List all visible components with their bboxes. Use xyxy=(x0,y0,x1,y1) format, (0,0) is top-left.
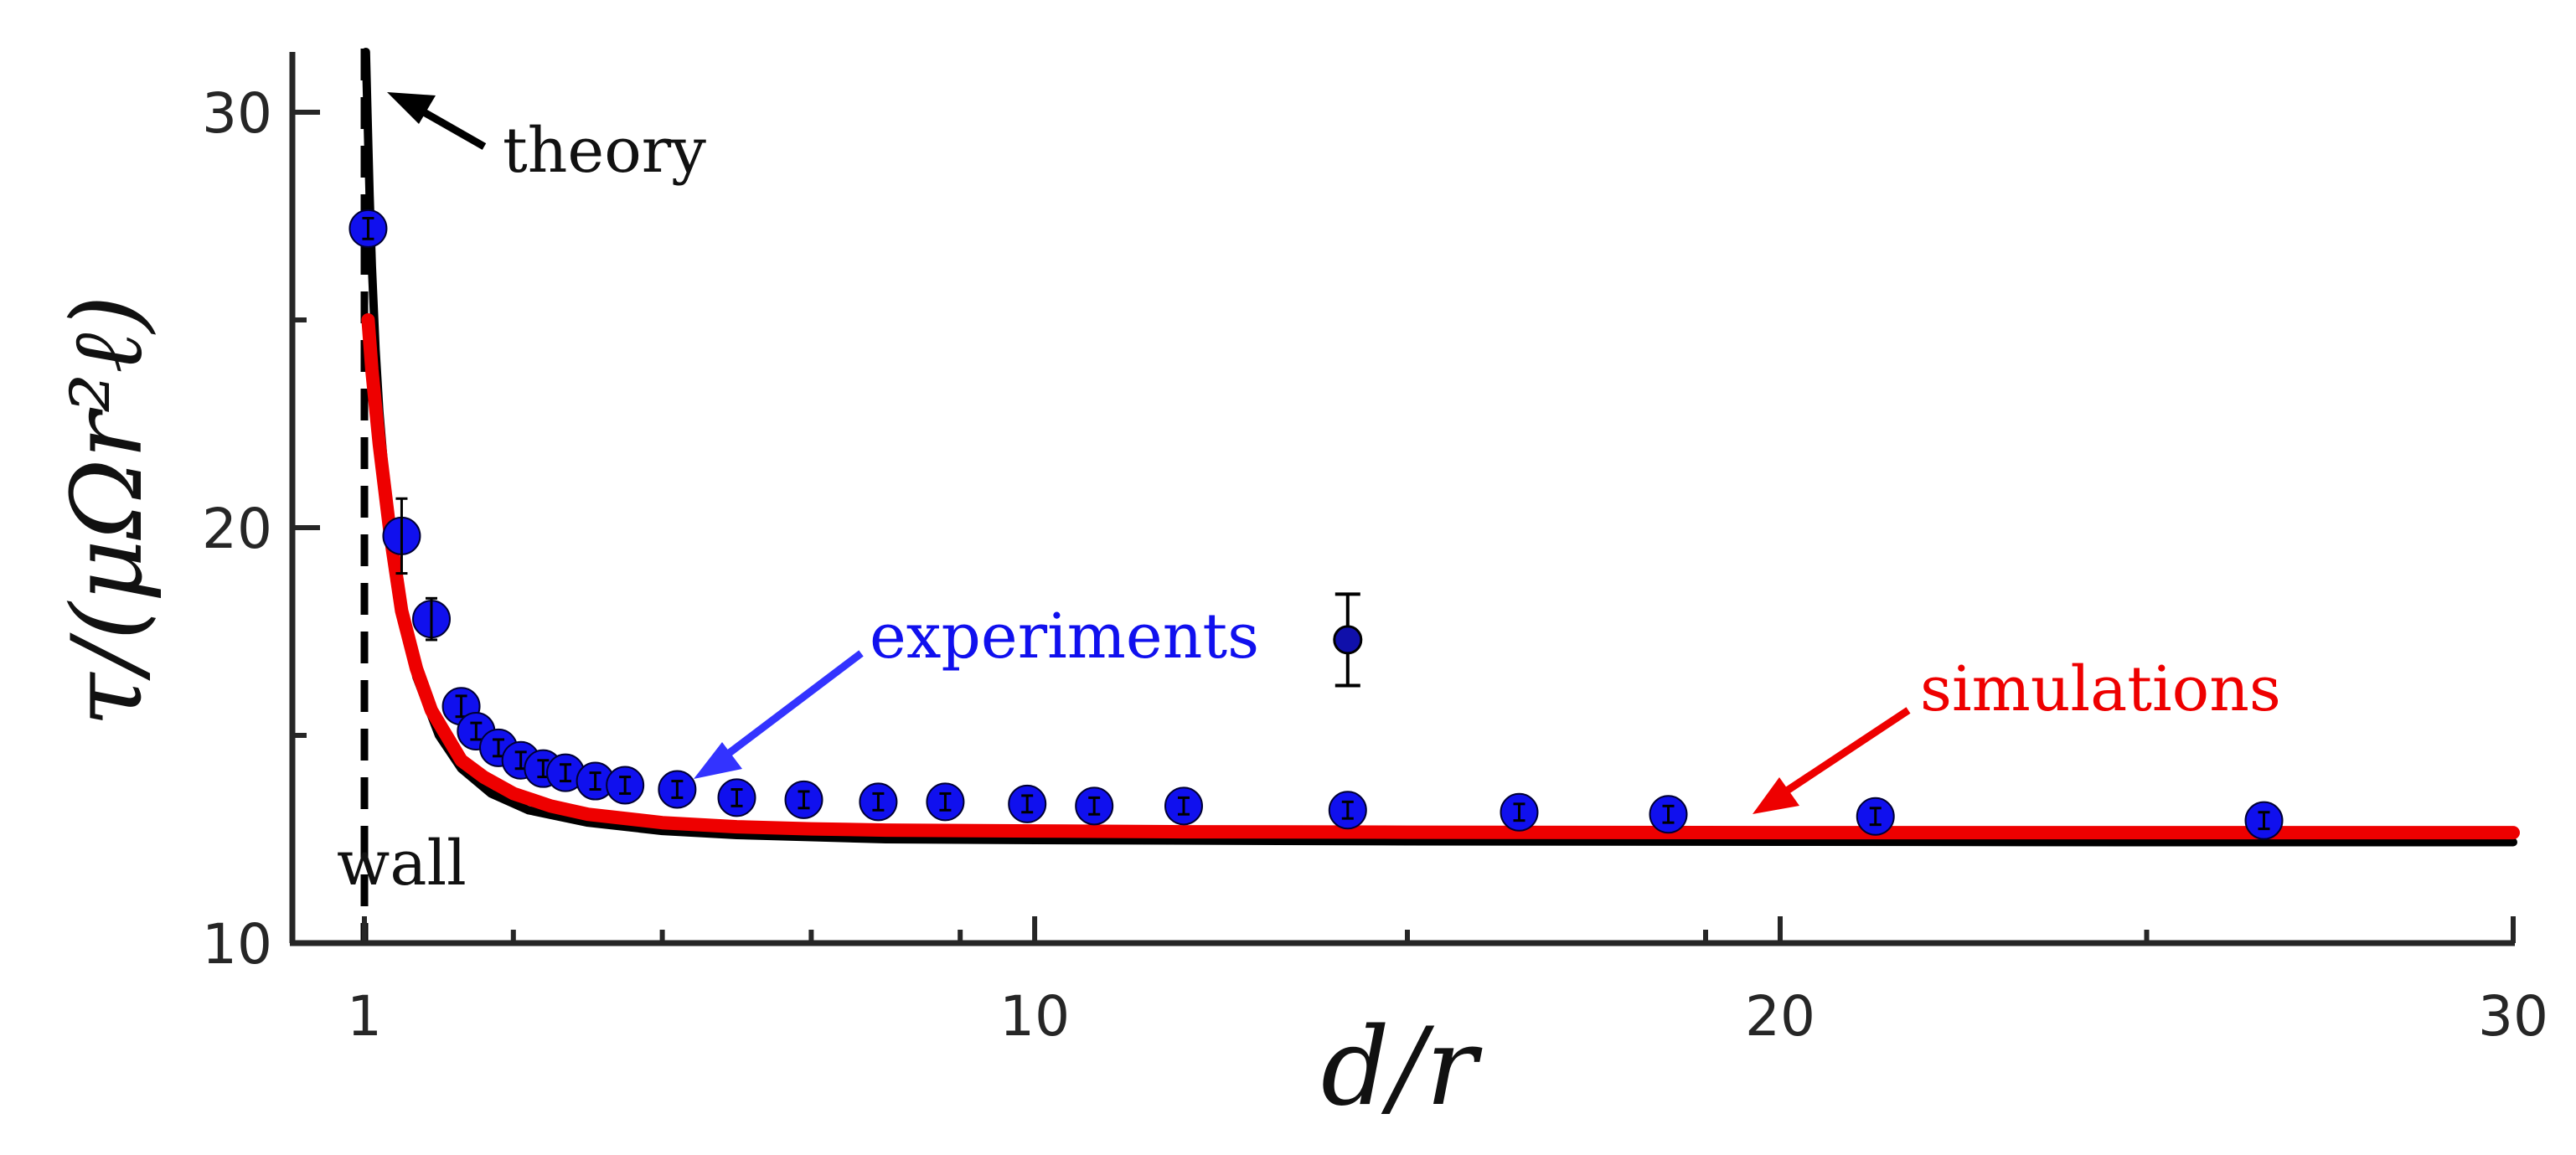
simulations-arrow-head xyxy=(1753,777,1799,814)
theory-arrow-head xyxy=(387,92,436,124)
experiments-layer xyxy=(348,209,2284,840)
y-tick-label: 20 xyxy=(202,497,272,561)
experiments-arrow-head xyxy=(694,742,742,779)
outlier-marker xyxy=(1333,625,1363,655)
experiment-point xyxy=(1008,784,1047,823)
experiment-point xyxy=(784,780,823,819)
experiment-point xyxy=(926,782,965,822)
x-tick-label: 1 xyxy=(347,984,382,1049)
experiment-point xyxy=(606,766,645,805)
experiments-arrow-shaft xyxy=(708,650,864,771)
simulations-arrow-shaft xyxy=(1767,707,1911,806)
experiment-point xyxy=(348,209,388,248)
annotations: theory experiments simulations wall xyxy=(337,92,2281,900)
simulations-label: simulations xyxy=(1920,653,2281,725)
y-tick-label: 10 xyxy=(202,912,272,977)
outlier-experiment-point xyxy=(1333,592,1363,688)
tick-layer: 1 10 20 30 10 20 30 xyxy=(202,81,2548,1049)
experiment-point xyxy=(1649,795,1688,834)
experiment-point xyxy=(2244,801,2284,840)
x-axis-label: d/r xyxy=(1321,1005,1483,1130)
x-tick-label: 10 xyxy=(999,984,1070,1049)
experiment-point xyxy=(1075,786,1114,826)
y-axis-label: τ/(μΩr²ℓ) xyxy=(51,295,164,727)
x-tick-label: 20 xyxy=(1745,984,1815,1049)
experiment-point xyxy=(1328,791,1367,830)
experiment-point xyxy=(859,782,898,822)
theory-label: theory xyxy=(503,115,706,187)
experiment-point xyxy=(658,770,697,809)
x-tick-label: 30 xyxy=(2478,984,2548,1049)
experiment-point xyxy=(412,596,452,642)
experiment-point xyxy=(1856,797,1895,836)
experiment-point xyxy=(1500,792,1539,832)
experiment-point xyxy=(717,778,756,817)
experiment-point xyxy=(1164,786,1203,826)
simulations-layer xyxy=(361,313,2520,840)
simulations-line xyxy=(361,313,2520,840)
experiment-point xyxy=(382,497,421,575)
y-tick-label: 30 xyxy=(202,81,272,146)
wall-label: wall xyxy=(337,828,467,900)
experiments-label: experiments xyxy=(870,601,1259,673)
